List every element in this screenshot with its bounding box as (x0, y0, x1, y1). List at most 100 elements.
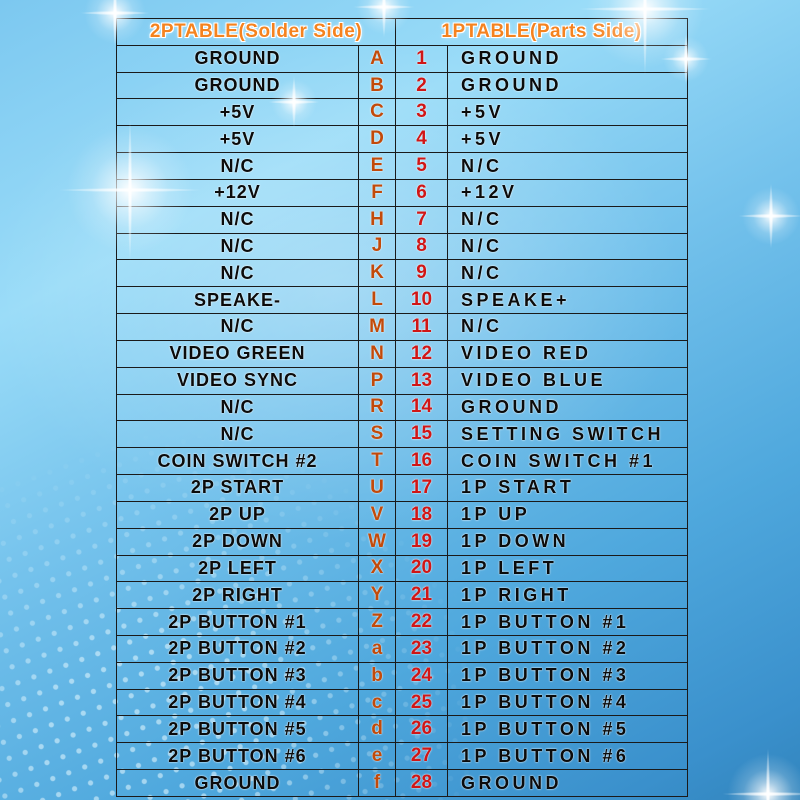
solder-side-cell: VIDEO SYNC (117, 367, 359, 394)
table-row: VIDEO SYNC P 13 VIDEO BLUE (117, 367, 687, 395)
pin-number-cell: 12 (396, 340, 448, 367)
solder-side-cell: 2P BUTTON #6 (117, 743, 359, 770)
solder-side-cell: N/C (117, 394, 359, 421)
pin-letter-cell: P (359, 367, 396, 394)
header-solder-side: 2PTABLE(Solder Side) (117, 19, 396, 45)
pin-letter-cell: Z (359, 609, 396, 635)
solder-side-cell: 2P BUTTON #3 (117, 662, 359, 689)
parts-side-cell: VIDEO BLUE (461, 370, 607, 391)
solder-side-cell: 2P BUTTON #2 (117, 636, 359, 662)
table-row: 2P BUTTON #5 d 26 1P BUTTON #5 (117, 716, 687, 744)
pin-letter-cell: a (359, 636, 396, 662)
parts-side-cell: 1P UP (461, 504, 531, 525)
table-row: N/C K 9 N/C (117, 260, 687, 288)
pin-letter-cell: R (359, 394, 396, 421)
solder-side-cell: N/C (117, 206, 359, 233)
solder-side-cell: N/C (117, 153, 359, 179)
pin-number-cell: 2 (396, 72, 448, 99)
pin-letter-cell: f (359, 770, 396, 796)
pin-letter-cell: B (359, 72, 396, 99)
table-row: N/C R 14 GROUND (117, 394, 687, 422)
parts-side-cell: 1P BUTTON #6 (461, 745, 630, 766)
parts-side-cell: +5V (461, 101, 505, 122)
pin-letter-cell: S (359, 421, 396, 448)
pin-number-cell: 1 (396, 45, 448, 72)
solder-side-cell: N/C (117, 260, 359, 287)
parts-side-cell: 1P BUTTON #2 (461, 638, 630, 659)
table-row: 2P UP V 18 1P UP (117, 501, 687, 529)
parts-side-cell: N/C (461, 262, 503, 283)
jamma-pinout-table: 2PTABLE(Solder Side) 1PTABLE(Parts Side)… (116, 18, 688, 797)
pin-letter-cell: X (359, 555, 396, 582)
table-row: 2P BUTTON #6 e 27 1P BUTTON #6 (117, 743, 687, 771)
sparkle-icon (738, 183, 800, 249)
parts-side-cell: COIN SWITCH #1 (461, 450, 657, 471)
pin-number-cell: 18 (396, 501, 448, 528)
pin-number-cell: 9 (396, 260, 448, 287)
parts-side-cell: 1P DOWN (461, 531, 570, 552)
solder-side-cell: 2P RIGHT (117, 582, 359, 609)
solder-side-cell: GROUND (117, 770, 359, 796)
pin-letter-cell: J (359, 233, 396, 260)
pin-number-cell: 8 (396, 233, 448, 260)
pin-number-cell: 13 (396, 367, 448, 394)
pin-letter-cell: K (359, 260, 396, 287)
parts-side-cell: 1P START (461, 477, 575, 498)
table-row: N/C S 15 SETTING SWITCH (117, 421, 687, 449)
solder-side-cell: 2P BUTTON #5 (117, 716, 359, 743)
pin-letter-cell: b (359, 662, 396, 689)
parts-side-cell: GROUND (461, 48, 562, 69)
table-row: VIDEO GREEN N 12 VIDEO RED (117, 340, 687, 368)
table-row: 2P LEFT X 20 1P LEFT (117, 555, 687, 583)
pin-letter-cell: E (359, 153, 396, 179)
pinout-table-body: GROUND A 1 GROUND GROUND B 2 GROUND +5V C 3 +5V +5V D… (117, 45, 687, 796)
pin-number-cell: 19 (396, 528, 448, 555)
pin-letter-cell: H (359, 206, 396, 233)
parts-side-cell: N/C (461, 209, 503, 230)
header-parts-side: 1PTABLE(Parts Side) (441, 20, 642, 42)
table-row: 2P START U 17 1P START (117, 475, 687, 502)
pin-number-cell: 4 (396, 126, 448, 153)
table-row: 2P BUTTON #2 a 23 1P BUTTON #2 (117, 636, 687, 663)
parts-side-cell: +12V (461, 182, 518, 203)
pin-number-cell: 17 (396, 475, 448, 501)
pin-letter-cell: c (359, 689, 396, 716)
pin-number-cell: 28 (396, 770, 448, 796)
table-row: 2P BUTTON #4 c 25 1P BUTTON #4 (117, 689, 687, 717)
table-row: +5V C 3 +5V (117, 99, 687, 127)
table-row: GROUND B 2 GROUND (117, 72, 687, 100)
pin-number-cell: 10 (396, 287, 448, 314)
parts-side-cell: N/C (461, 155, 503, 176)
solder-side-cell: N/C (117, 233, 359, 260)
table-row: N/C E 5 N/C (117, 153, 687, 180)
solder-side-cell: GROUND (117, 45, 359, 72)
parts-side-cell: GROUND (461, 396, 562, 417)
table-row: N/C J 8 N/C (117, 233, 687, 261)
pin-letter-cell: V (359, 501, 396, 528)
table-row: GROUND A 1 GROUND (117, 45, 687, 73)
pin-number-cell: 22 (396, 609, 448, 635)
pin-letter-cell: M (359, 314, 396, 340)
parts-side-cell: GROUND (461, 75, 562, 96)
table-row: COIN SWITCH #2 T 16 COIN SWITCH #1 (117, 448, 687, 476)
parts-side-cell: 1P BUTTON #1 (461, 611, 630, 632)
solder-side-cell: +5V (117, 126, 359, 153)
parts-side-cell: SPEAKE+ (461, 289, 571, 310)
table-row: 2P RIGHT Y 21 1P RIGHT (117, 582, 687, 610)
table-header-row: 2PTABLE(Solder Side) 1PTABLE(Parts Side) (117, 19, 687, 46)
parts-side-cell: 1P RIGHT (461, 584, 572, 605)
table-row: SPEAKE- L 10 SPEAKE+ (117, 287, 687, 315)
pin-number-cell: 15 (396, 421, 448, 448)
pin-letter-cell: D (359, 126, 396, 153)
pin-number-cell: 14 (396, 394, 448, 421)
table-row: +5V D 4 +5V (117, 126, 687, 154)
pin-letter-cell: F (359, 179, 396, 206)
solder-side-cell: 2P UP (117, 501, 359, 528)
parts-side-cell: 1P LEFT (461, 557, 558, 578)
pin-number-cell: 5 (396, 153, 448, 179)
solder-side-cell: 2P LEFT (117, 555, 359, 582)
pin-number-cell: 23 (396, 636, 448, 662)
solder-side-cell: VIDEO GREEN (117, 340, 359, 367)
pin-letter-cell: A (359, 45, 396, 72)
pin-number-cell: 26 (396, 716, 448, 743)
